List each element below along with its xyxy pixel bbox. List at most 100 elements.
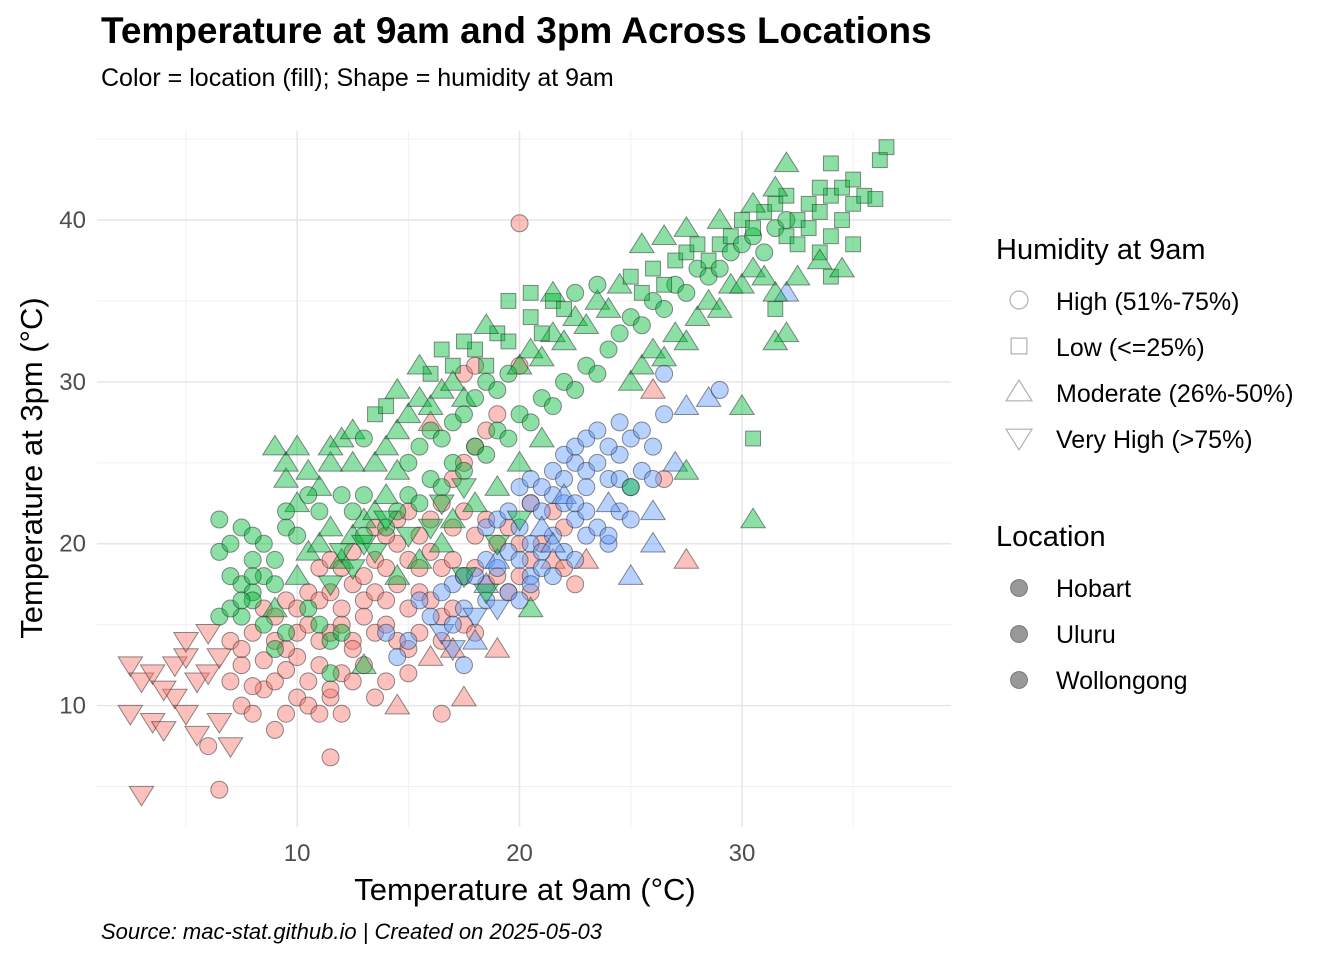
point-uluru-moderate bbox=[417, 393, 444, 415]
point-hobart-high bbox=[377, 672, 396, 691]
point-uluru-moderate bbox=[361, 450, 389, 472]
point-uluru-high bbox=[477, 445, 496, 464]
point-wollongong-high bbox=[377, 623, 396, 642]
point-uluru-moderate bbox=[573, 313, 600, 335]
point-uluru-very-high bbox=[417, 518, 444, 540]
point-hobart-high bbox=[432, 704, 451, 723]
point-wollongong-high bbox=[510, 591, 529, 610]
point-wollongong-high bbox=[599, 437, 618, 456]
point-hobart-very-high bbox=[217, 737, 244, 759]
point-uluru-low bbox=[533, 325, 550, 342]
point-wollongong-very-high bbox=[439, 640, 466, 662]
point-uluru-moderate bbox=[806, 248, 833, 270]
point-uluru-low bbox=[811, 179, 828, 196]
legend-label-wollongong: Wollongong bbox=[1056, 667, 1188, 695]
point-uluru-high bbox=[210, 510, 229, 529]
point-uluru-moderate bbox=[406, 385, 433, 407]
point-hobart-high bbox=[443, 550, 462, 569]
point-hobart-high bbox=[321, 748, 340, 767]
point-uluru-moderate bbox=[595, 296, 622, 318]
point-uluru-low bbox=[871, 152, 888, 169]
point-uluru-moderate bbox=[306, 531, 333, 553]
point-hobart-high bbox=[332, 704, 351, 723]
point-hobart-very-high bbox=[183, 725, 211, 747]
point-uluru-moderate bbox=[361, 499, 389, 521]
point-wollongong-moderate bbox=[461, 628, 489, 650]
point-uluru-low bbox=[444, 357, 461, 374]
point-uluru-moderate bbox=[428, 531, 455, 553]
legend-key-square bbox=[1010, 337, 1028, 355]
point-hobart-high bbox=[321, 680, 340, 699]
point-uluru-high bbox=[610, 324, 629, 343]
point-uluru-high bbox=[521, 413, 540, 432]
point-uluru-moderate bbox=[461, 491, 489, 513]
point-uluru-moderate bbox=[339, 418, 366, 440]
point-uluru-high bbox=[310, 615, 329, 634]
point-uluru-moderate bbox=[539, 321, 567, 343]
y-tick-label: 30 bbox=[59, 369, 86, 396]
color-legend-keys bbox=[1010, 579, 1028, 689]
x-axis-title: Temperature at 9am (°C) bbox=[354, 872, 695, 907]
point-uluru-low bbox=[822, 155, 839, 172]
legend-key-circle bbox=[1009, 290, 1029, 310]
series-uluru bbox=[210, 139, 895, 683]
point-wollongong-moderate bbox=[484, 547, 511, 569]
point-hobart-very-high bbox=[195, 664, 222, 686]
point-wollongong-moderate bbox=[595, 491, 622, 513]
point-uluru-high bbox=[432, 429, 451, 448]
point-hobart-very-high bbox=[128, 672, 155, 694]
legend-label-low: Low (<=25%) bbox=[1056, 334, 1205, 362]
chart-title: Temperature at 9am and 3pm Across Locati… bbox=[101, 10, 932, 51]
point-hobart-very-high bbox=[117, 656, 144, 678]
point-uluru-very-high bbox=[339, 559, 366, 581]
point-uluru-moderate bbox=[773, 151, 800, 173]
point-wollongong-moderate bbox=[528, 515, 555, 537]
point-uluru-moderate bbox=[339, 450, 366, 472]
point-uluru-high bbox=[588, 275, 607, 294]
point-hobart-high bbox=[232, 639, 251, 658]
shape-legend-title: Humidity at 9am bbox=[996, 234, 1206, 266]
point-hobart-high bbox=[310, 704, 329, 723]
point-uluru-moderate bbox=[673, 329, 700, 351]
shape-legend-keys bbox=[1004, 290, 1034, 452]
point-uluru-moderate bbox=[673, 458, 700, 480]
point-uluru-very-high bbox=[450, 567, 478, 589]
point-uluru-low bbox=[845, 171, 862, 188]
x-tick-label: 10 bbox=[284, 840, 311, 867]
axis-ticks: 10 20 30 10 20 30 40 bbox=[59, 207, 755, 867]
point-wollongong-moderate bbox=[639, 499, 667, 521]
point-uluru-high bbox=[454, 405, 473, 424]
point-uluru-high bbox=[221, 534, 240, 553]
point-hobart-moderate bbox=[417, 644, 444, 666]
point-uluru-low bbox=[500, 293, 517, 309]
point-uluru-high bbox=[299, 599, 318, 618]
point-uluru-high bbox=[321, 664, 340, 683]
point-hobart-very-high bbox=[195, 623, 222, 645]
point-uluru-moderate bbox=[684, 304, 711, 326]
point-wollongong-high bbox=[655, 405, 674, 424]
point-hobart-high bbox=[354, 607, 373, 626]
point-wollongong-high bbox=[555, 470, 574, 488]
point-hobart-high bbox=[354, 567, 373, 586]
y-axis-title: Temperature at 3pm (°C) bbox=[14, 297, 49, 638]
point-uluru-low bbox=[867, 191, 884, 207]
point-uluru-high bbox=[710, 259, 729, 278]
point-uluru-low bbox=[878, 139, 895, 156]
point-hobart-very-high bbox=[161, 688, 188, 710]
legend-label-high: High (51%-75%) bbox=[1056, 288, 1239, 316]
point-uluru-moderate bbox=[317, 515, 344, 537]
point-uluru-moderate bbox=[517, 337, 544, 359]
point-hobart-very-high bbox=[150, 721, 177, 743]
point-uluru-high bbox=[254, 615, 273, 634]
point-uluru-moderate bbox=[506, 450, 533, 472]
point-uluru-very-high bbox=[361, 543, 389, 565]
point-uluru-moderate bbox=[272, 450, 300, 472]
y-tick-label: 20 bbox=[59, 531, 86, 558]
point-wollongong-high bbox=[388, 648, 407, 667]
point-wollongong-high bbox=[577, 478, 596, 497]
point-wollongong-moderate bbox=[673, 393, 700, 415]
point-wollongong-high bbox=[532, 502, 551, 521]
legend-key-hobart bbox=[1010, 579, 1028, 597]
point-uluru-moderate bbox=[650, 224, 678, 246]
point-uluru-low bbox=[522, 309, 539, 326]
